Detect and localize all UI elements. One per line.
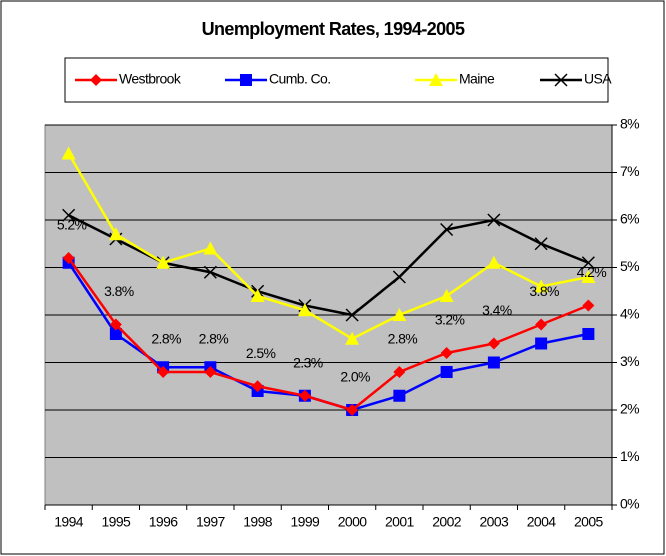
data-label: 2.0% xyxy=(340,369,370,385)
data-point xyxy=(534,279,549,293)
data-point xyxy=(251,380,264,393)
y-tick-label: 7% xyxy=(620,163,639,179)
chart-title: Unemployment Rates, 1994-2005 xyxy=(202,19,465,39)
data-point xyxy=(156,255,171,269)
y-tick-label: 5% xyxy=(620,258,639,274)
data-point xyxy=(392,308,407,321)
data-point xyxy=(204,366,217,378)
data-point xyxy=(62,252,75,264)
x-tick-label: 1998 xyxy=(243,514,273,530)
series-line xyxy=(67,152,589,341)
legend-label: Maine xyxy=(459,71,495,87)
data-label: 3.8% xyxy=(529,283,559,299)
y-tick-label: 2% xyxy=(620,401,639,417)
data-point xyxy=(393,389,406,402)
data-point xyxy=(393,366,406,378)
data-point xyxy=(487,213,501,227)
x-tick-label: 2004 xyxy=(527,514,557,530)
data-point xyxy=(440,347,453,359)
legend-marker xyxy=(90,74,102,86)
x-tick-label: 2002 xyxy=(432,514,462,530)
data-point xyxy=(108,227,123,241)
x-tick-label: 2001 xyxy=(385,514,415,530)
data-point xyxy=(392,270,406,284)
data-point xyxy=(345,331,360,345)
data-point xyxy=(534,237,548,251)
data-point xyxy=(203,265,217,279)
data-label: 2.8% xyxy=(151,331,181,347)
data-point xyxy=(487,337,500,350)
data-point xyxy=(203,241,218,255)
data-point xyxy=(250,289,265,302)
data-label: 2.8% xyxy=(199,331,229,347)
y-tick-label: 1% xyxy=(620,448,639,464)
y-tick-label: 8% xyxy=(620,116,639,132)
y-tick-label: 6% xyxy=(620,211,639,227)
legend-marker xyxy=(554,73,568,87)
series-line xyxy=(67,257,589,412)
data-point xyxy=(157,366,170,378)
data-point xyxy=(581,270,596,283)
data-point xyxy=(62,208,76,222)
legend-marker xyxy=(240,74,252,86)
x-tick-label: 1997 xyxy=(196,514,226,530)
data-point xyxy=(487,356,500,369)
legend-box xyxy=(64,57,609,103)
y-tick-label: 0% xyxy=(620,496,639,512)
x-tick-label: 2003 xyxy=(480,514,510,530)
data-point xyxy=(109,328,122,340)
data-label: 3.2% xyxy=(435,312,465,328)
data-label: 3.4% xyxy=(482,302,512,318)
data-point xyxy=(535,337,548,350)
x-tick-label: 1994 xyxy=(54,514,84,530)
x-tick-label: 1999 xyxy=(291,514,321,530)
data-point xyxy=(345,308,359,322)
data-point xyxy=(440,222,454,237)
data-label: 2.5% xyxy=(246,345,276,361)
x-tick-label: 2005 xyxy=(574,514,604,530)
data-label: 3.8% xyxy=(104,283,134,299)
data-label: 5.2% xyxy=(57,217,87,233)
legend-label: Cumb. Co. xyxy=(269,71,331,87)
data-point xyxy=(582,299,595,312)
data-point xyxy=(582,328,595,340)
data-point xyxy=(535,318,548,331)
x-tick-label: 1996 xyxy=(149,514,179,530)
data-point xyxy=(109,318,122,331)
legend-marker xyxy=(429,73,443,86)
data-point xyxy=(440,366,453,378)
data-point xyxy=(439,289,454,302)
y-tick-label: 3% xyxy=(620,353,639,369)
data-point xyxy=(581,256,595,270)
legend-label: USA xyxy=(584,71,612,87)
data-label: 2.8% xyxy=(388,331,418,347)
data-point xyxy=(486,255,501,269)
x-tick-label: 1995 xyxy=(102,514,132,530)
y-tick-label: 4% xyxy=(620,306,639,322)
data-point xyxy=(297,303,312,317)
data-label: 2.3% xyxy=(293,354,323,370)
data-point xyxy=(298,389,311,402)
data-point xyxy=(346,404,359,416)
data-label: 4.2% xyxy=(577,264,607,280)
legend-label: Westbrook xyxy=(119,71,182,87)
x-tick-label: 2000 xyxy=(338,514,368,530)
data-point xyxy=(61,146,76,160)
